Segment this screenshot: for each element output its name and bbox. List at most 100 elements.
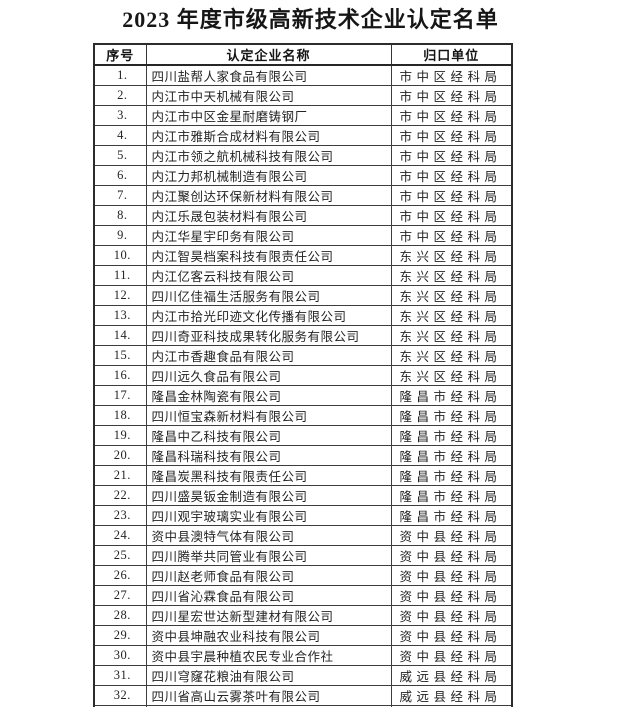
row-number-cell: 17. bbox=[93, 385, 147, 406]
table-row: 5. 内江市领之航机械科技有限公司 市中区经科局 bbox=[93, 145, 513, 166]
unit-cell: 市中区经科局 bbox=[390, 165, 513, 186]
row-number-cell: 10. bbox=[93, 245, 147, 266]
row-number-cell: 12. bbox=[93, 285, 147, 306]
unit-cell: 东兴区经科局 bbox=[390, 285, 513, 306]
table-row: 2. 内江市中天机械有限公司 市中区经科局 bbox=[93, 85, 513, 106]
row-number-cell: 32. bbox=[93, 685, 147, 706]
company-name-cell: 隆昌炭黑科技有限责任公司 bbox=[145, 465, 392, 486]
row-number-cell: 14. bbox=[93, 325, 147, 346]
unit-cell: 市中区经科局 bbox=[390, 125, 513, 146]
company-name-cell: 四川恒宝森新材料有限公司 bbox=[145, 405, 392, 426]
company-name-cell: 四川赵老师食品有限公司 bbox=[145, 565, 392, 586]
unit-cell: 市中区经科局 bbox=[390, 64, 513, 86]
table-row: 10. 内江智昊档案科技有限责任公司 东兴区经科局 bbox=[93, 245, 513, 266]
table-row: 26. 四川赵老师食品有限公司 资中县经科局 bbox=[93, 565, 513, 586]
company-name-cell: 内江聚创达环保新材料有限公司 bbox=[145, 185, 392, 206]
table-row: 9. 内江华星宇印务有限公司 市中区经科局 bbox=[93, 225, 513, 246]
company-name-cell: 四川观宇玻璃实业有限公司 bbox=[145, 505, 392, 526]
unit-cell: 隆昌市经科局 bbox=[390, 505, 513, 526]
unit-cell: 隆昌市经科局 bbox=[390, 485, 513, 506]
table-row: 16. 四川远久食品有限公司 东兴区经科局 bbox=[93, 365, 513, 386]
unit-cell: 东兴区经科局 bbox=[390, 245, 513, 266]
company-name-cell: 内江力邦机械制造有限公司 bbox=[145, 165, 392, 186]
company-name-cell: 内江市中天机械有限公司 bbox=[145, 85, 392, 106]
row-number-cell: 16. bbox=[93, 365, 147, 386]
unit-cell: 威远县经科局 bbox=[390, 705, 513, 707]
table-row: 4. 内江市雅斯合成材料有限公司 市中区经科局 bbox=[93, 125, 513, 146]
company-name-cell: 四川远久食品有限公司 bbox=[145, 365, 392, 386]
company-name-cell: 内江亿客云科技有限公司 bbox=[145, 265, 392, 286]
company-name-cell: 隆昌科瑞科技有限公司 bbox=[145, 445, 392, 466]
row-number-cell: 21. bbox=[93, 465, 147, 486]
unit-cell: 隆昌市经科局 bbox=[390, 425, 513, 446]
unit-cell: 隆昌市经科局 bbox=[390, 445, 513, 466]
company-name-cell: 四川穹窿花粮油有限公司 bbox=[145, 665, 392, 686]
table-row: 19. 隆昌中乙科技有限公司 隆昌市经科局 bbox=[93, 425, 513, 446]
row-number-cell: 28. bbox=[93, 605, 147, 626]
unit-cell: 资中县经科局 bbox=[390, 605, 513, 626]
company-name-cell: 内江市领之航机械科技有限公司 bbox=[145, 145, 392, 166]
company-name-cell: 四川星宏世达新型建材有限公司 bbox=[145, 605, 392, 626]
table-row: 23. 四川观宇玻璃实业有限公司 隆昌市经科局 bbox=[93, 505, 513, 526]
header-row: 序号 认定企业名称 归口单位 bbox=[93, 43, 513, 66]
table-row: 33. 内江劲禹检测技术有限公司 威远县经科局 bbox=[93, 705, 513, 707]
enterprise-table: 序号 认定企业名称 归口单位 1. 四川盐帮人家食品有限公司 市中区经科局 2.… bbox=[93, 43, 513, 707]
unit-cell: 东兴区经科局 bbox=[390, 265, 513, 286]
unit-cell: 市中区经科局 bbox=[390, 105, 513, 126]
unit-cell: 东兴区经科局 bbox=[390, 325, 513, 346]
row-number-cell: 29. bbox=[93, 625, 147, 646]
row-number-cell: 18. bbox=[93, 405, 147, 426]
row-number-cell: 2. bbox=[93, 85, 147, 106]
company-name-cell: 内江市拾光印迹文化传播有限公司 bbox=[145, 305, 392, 326]
unit-cell: 市中区经科局 bbox=[390, 225, 513, 246]
table-row: 17. 隆昌金林陶瓷有限公司 隆昌市经科局 bbox=[93, 385, 513, 406]
unit-cell: 资中县经科局 bbox=[390, 545, 513, 566]
company-name-cell: 内江乐晟包装材料有限公司 bbox=[145, 205, 392, 226]
unit-cell: 隆昌市经科局 bbox=[390, 405, 513, 426]
table-row: 21. 隆昌炭黑科技有限责任公司 隆昌市经科局 bbox=[93, 465, 513, 486]
row-number-cell: 23. bbox=[93, 505, 147, 526]
row-number-cell: 27. bbox=[93, 585, 147, 606]
unit-cell: 资中县经科局 bbox=[390, 645, 513, 666]
unit-cell: 市中区经科局 bbox=[390, 185, 513, 206]
company-name-cell: 四川省高山云雾茶叶有限公司 bbox=[145, 685, 392, 706]
row-number-cell: 7. bbox=[93, 185, 147, 206]
unit-cell: 市中区经科局 bbox=[390, 145, 513, 166]
unit-cell: 隆昌市经科局 bbox=[390, 385, 513, 406]
table-row: 20. 隆昌科瑞科技有限公司 隆昌市经科局 bbox=[93, 445, 513, 466]
row-number-cell: 13. bbox=[93, 305, 147, 326]
unit-cell: 市中区经科局 bbox=[390, 205, 513, 226]
table-row: 18. 四川恒宝森新材料有限公司 隆昌市经科局 bbox=[93, 405, 513, 426]
unit-cell: 东兴区经科局 bbox=[390, 305, 513, 326]
table-row: 32. 四川省高山云雾茶叶有限公司 威远县经科局 bbox=[93, 685, 513, 706]
table-row: 11. 内江亿客云科技有限公司 东兴区经科局 bbox=[93, 265, 513, 286]
unit-cell: 市中区经科局 bbox=[390, 85, 513, 106]
row-number-cell: 8. bbox=[93, 205, 147, 226]
row-number-cell: 31. bbox=[93, 665, 147, 686]
row-number-cell: 5. bbox=[93, 145, 147, 166]
unit-cell: 隆昌市经科局 bbox=[390, 465, 513, 486]
page-title: 2023 年度市级高新技术企业认定名单 bbox=[122, 7, 499, 32]
row-number-cell: 22. bbox=[93, 485, 147, 506]
company-name-cell: 四川腾举共同管业有限公司 bbox=[145, 545, 392, 566]
row-number-cell: 4. bbox=[93, 125, 147, 146]
company-name-cell: 四川奇亚科技成果转化服务有限公司 bbox=[145, 325, 392, 346]
row-number-cell: 26. bbox=[93, 565, 147, 586]
row-number-cell: 24. bbox=[93, 525, 147, 546]
table-row: 28. 四川星宏世达新型建材有限公司 资中县经科局 bbox=[93, 605, 513, 626]
row-number-cell: 20. bbox=[93, 445, 147, 466]
company-name-cell: 内江华星宇印务有限公司 bbox=[145, 225, 392, 246]
table-row: 22. 四川盛昊钣金制造有限公司 隆昌市经科局 bbox=[93, 485, 513, 506]
row-number-cell: 25. bbox=[93, 545, 147, 566]
table-row: 30. 资中县宇晨种植农民专业合作社 资中县经科局 bbox=[93, 645, 513, 666]
column-header-serial-number: 序号 bbox=[93, 43, 147, 66]
table-row: 25. 四川腾举共同管业有限公司 资中县经科局 bbox=[93, 545, 513, 566]
company-name-cell: 内江市雅斯合成材料有限公司 bbox=[145, 125, 392, 146]
table-row: 12. 四川亿佳福生活服务有限公司 东兴区经科局 bbox=[93, 285, 513, 306]
table-row: 14. 四川奇亚科技成果转化服务有限公司 东兴区经科局 bbox=[93, 325, 513, 346]
row-number-cell: 3. bbox=[93, 105, 147, 126]
company-name-cell: 内江市香趣食品有限公司 bbox=[145, 345, 392, 366]
row-number-cell: 15. bbox=[93, 345, 147, 366]
table-row: 3. 内江市中区金星耐磨铸钢厂 市中区经科局 bbox=[93, 105, 513, 126]
